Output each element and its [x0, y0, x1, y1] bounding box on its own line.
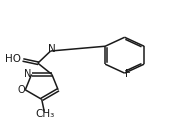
Text: HO: HO [4, 54, 21, 64]
Text: O: O [17, 85, 25, 95]
Text: CH₃: CH₃ [35, 109, 55, 119]
Text: N: N [48, 44, 55, 54]
Text: F: F [125, 69, 131, 79]
Text: N: N [24, 69, 31, 79]
